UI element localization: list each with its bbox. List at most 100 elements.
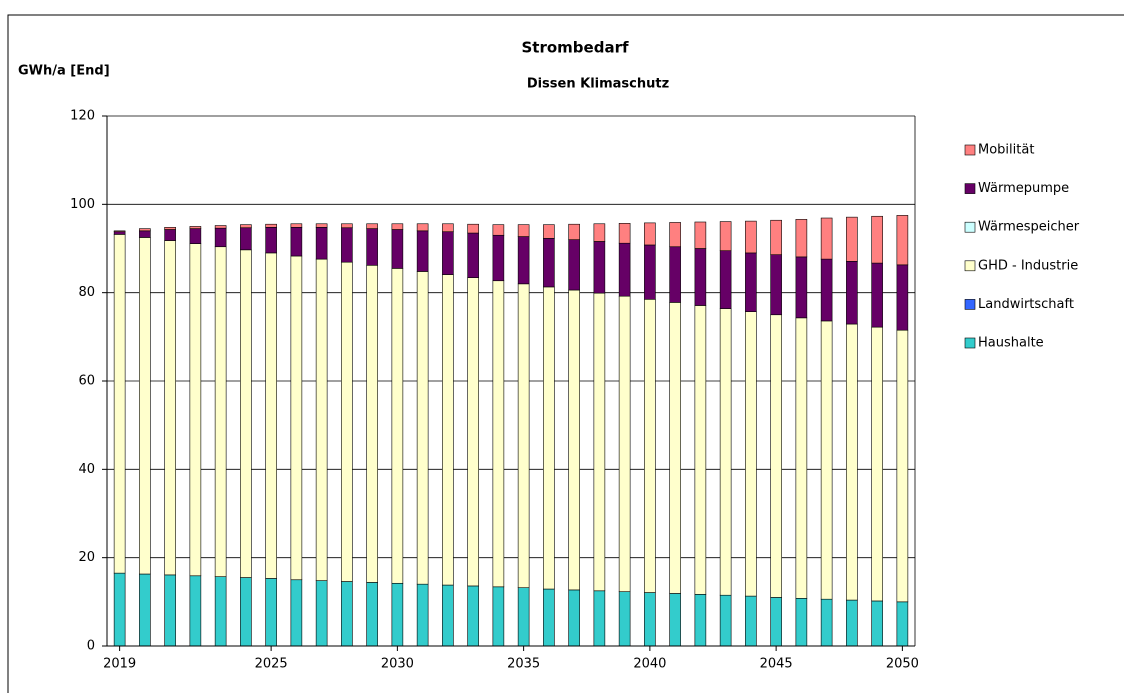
legend-label: GHD - Industrie	[978, 258, 1078, 273]
bar-segment	[846, 216, 858, 262]
bar-segment	[694, 221, 707, 249]
bar-segment	[593, 590, 606, 647]
legend-swatch	[964, 337, 976, 349]
bar-segment	[820, 217, 833, 260]
bar-segment	[820, 258, 833, 322]
bar-segment	[618, 242, 631, 297]
bar-segment	[896, 329, 909, 603]
bar-segment	[871, 262, 883, 328]
chart-title: Strombedarf	[522, 39, 629, 57]
bar-segment	[517, 236, 530, 285]
bar-segment	[164, 229, 176, 241]
bar-segment	[669, 222, 681, 248]
bar-segment	[694, 594, 707, 647]
bar-segment	[896, 264, 909, 331]
bar-segment	[871, 326, 883, 602]
bar-segment	[795, 597, 808, 647]
bar-segment	[315, 227, 328, 260]
bar-segment	[189, 243, 202, 577]
bar-segment	[164, 227, 176, 230]
bar-segment	[265, 227, 277, 254]
x-tick-label: 2040	[633, 657, 666, 672]
bar-segment	[315, 580, 328, 647]
bar-segment	[442, 231, 454, 275]
bar-segment	[139, 237, 151, 575]
bar-segment	[139, 573, 151, 647]
bar-segment	[189, 226, 202, 229]
y-tick-label: 0	[87, 639, 95, 654]
bar-segment	[795, 256, 808, 319]
bar-segment	[240, 224, 252, 229]
legend-label: Landwirtschaft	[978, 297, 1074, 312]
bar-segment	[341, 223, 353, 229]
bar-segment	[164, 240, 176, 576]
bar-segment	[694, 305, 707, 595]
bar-segment	[543, 588, 555, 647]
legend-label: Haushalte	[978, 336, 1044, 351]
bar-segment	[719, 250, 732, 309]
bar-segment	[795, 219, 808, 258]
bar-segment	[896, 215, 909, 266]
bar-segment	[366, 223, 378, 229]
bar-segment	[416, 583, 429, 647]
bar-segment	[846, 599, 858, 647]
bar-segment	[366, 264, 378, 583]
legend-swatch	[964, 260, 976, 272]
bar-segment	[416, 223, 429, 232]
y-tick-label: 120	[70, 109, 95, 124]
bar-segment	[341, 581, 353, 647]
bar-segment	[517, 224, 530, 237]
bar-segment	[770, 314, 782, 598]
bar-segment	[139, 230, 151, 238]
bar-segment	[265, 578, 277, 647]
bar-segment	[618, 223, 631, 244]
legend-label: Wärmespeicher	[978, 220, 1080, 235]
bar-segment	[593, 241, 606, 294]
bar-segment	[669, 593, 681, 647]
y-axis-label: GWh/a [End]	[18, 64, 110, 79]
bar-segment	[896, 601, 909, 647]
bar-segment	[290, 223, 303, 228]
legend-label: Mobilität	[978, 143, 1034, 158]
bar-segment	[593, 223, 606, 242]
bar-segment	[669, 302, 681, 594]
bar-segment	[644, 222, 656, 246]
bar-segment	[113, 231, 126, 235]
bar-segment	[846, 323, 858, 601]
bar-segment	[568, 239, 580, 291]
bar-segment	[745, 252, 757, 312]
bar-segment	[745, 220, 757, 254]
bar-segment	[366, 582, 378, 647]
bar-segment	[113, 234, 126, 574]
bar-segment	[189, 228, 202, 244]
bar-segment	[644, 592, 656, 647]
bar-segment	[593, 292, 606, 592]
bar-segment	[820, 598, 833, 647]
bar-segment	[315, 258, 328, 581]
bar-segment	[543, 238, 555, 288]
x-tick-label: 2019	[103, 657, 136, 672]
bar-segment	[492, 280, 505, 588]
bar-segment	[517, 283, 530, 589]
bar-segment	[113, 230, 126, 233]
bar-segment	[341, 227, 353, 263]
bar-segment	[719, 221, 732, 252]
y-tick-label: 100	[70, 197, 95, 212]
bar-segment	[568, 223, 580, 240]
bar-segment	[113, 572, 126, 647]
bar-segment	[341, 261, 353, 582]
y-tick-label: 60	[78, 374, 95, 389]
bar-segment	[618, 295, 631, 592]
bar-segment	[139, 228, 151, 232]
legend-swatch	[964, 144, 976, 156]
bar-segment	[442, 274, 454, 586]
x-tick-label: 2035	[507, 657, 540, 672]
bar-segment	[290, 579, 303, 647]
chart-subtitle: Dissen Klimaschutz	[527, 77, 669, 92]
bar-segment	[391, 229, 404, 269]
bar-segment	[644, 298, 656, 593]
y-tick-label: 40	[78, 462, 95, 477]
legend-swatch	[964, 221, 976, 233]
bar-segment	[871, 600, 883, 647]
bar-segment	[492, 586, 505, 647]
